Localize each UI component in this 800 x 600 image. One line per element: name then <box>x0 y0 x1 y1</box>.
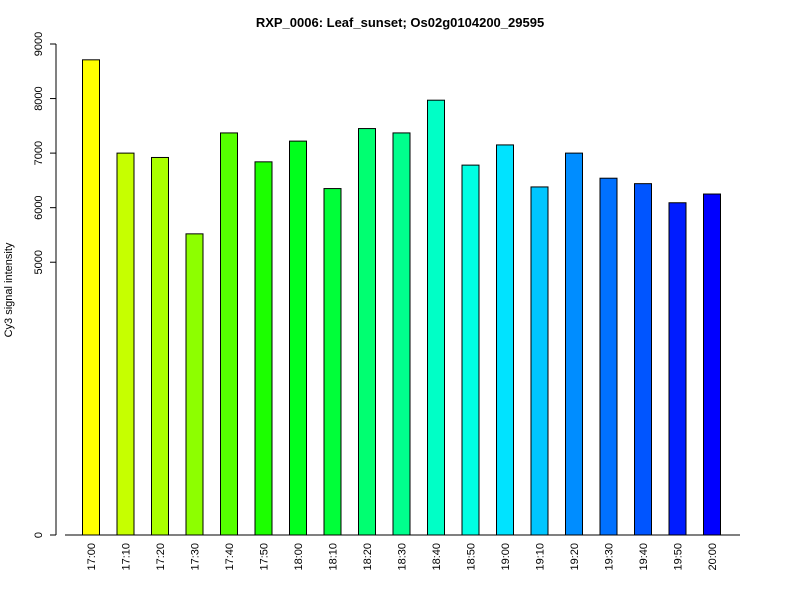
bar-1710 <box>116 152 135 536</box>
y-tick-label: 5000 <box>33 250 45 274</box>
bar-1800 <box>289 140 307 536</box>
x-tick-label: 19:00 <box>500 543 512 571</box>
bar-1830 <box>392 132 411 536</box>
x-tick-label: 17:30 <box>190 543 202 571</box>
y-tick-label: 9000 <box>33 32 45 56</box>
bar-1700 <box>82 59 100 536</box>
x-tick-label: 18:40 <box>431 543 443 571</box>
bar-1930 <box>599 177 618 536</box>
bar-1810 <box>323 188 342 536</box>
x-tick-label: 18:50 <box>466 543 478 571</box>
y-tick-label: 7000 <box>33 141 45 165</box>
bar-1840 <box>427 99 445 536</box>
bar-1950 <box>668 202 687 536</box>
bar-1820 <box>358 128 376 536</box>
bar-1850 <box>461 164 480 536</box>
y-tick-label: 0 <box>33 532 45 538</box>
x-tick-label: 19:40 <box>638 543 650 571</box>
x-tick-label: 18:10 <box>328 543 340 571</box>
x-tick-label: 20:00 <box>707 543 719 571</box>
x-tick-label: 18:20 <box>362 543 374 571</box>
x-tick-label: 17:20 <box>155 543 167 571</box>
y-axis-label: Cy3 signal intensity <box>3 242 15 337</box>
bar-2000 <box>703 193 721 536</box>
bar-1940 <box>634 183 652 536</box>
bar-1720 <box>151 156 169 536</box>
bar-1730 <box>185 233 204 536</box>
x-tick-label: 18:30 <box>397 543 409 571</box>
bar-1900 <box>496 144 514 536</box>
chart-title: RXP_0006: Leaf_sunset; Os02g0104200_2959… <box>256 15 544 30</box>
x-tick-label: 17:10 <box>121 543 133 571</box>
x-tick-label: 17:00 <box>86 543 98 571</box>
x-tick-label: 18:00 <box>293 543 305 571</box>
x-tick-label: 19:50 <box>673 543 685 571</box>
x-tick-label: 19:10 <box>535 543 547 571</box>
bar-1740 <box>220 132 238 536</box>
bar-1750 <box>254 161 273 536</box>
x-tick-label: 19:30 <box>604 543 616 571</box>
y-tick-label: 8000 <box>33 86 45 110</box>
x-tick-label: 19:20 <box>569 543 581 571</box>
y-tick-label: 6000 <box>33 195 45 219</box>
y-axis: 0 5000 6000 7000 8000 9000 <box>33 32 57 538</box>
x-axis: 17:00 17:10 17:20 17:30 17:40 17:50 18:00 18:10… <box>65 534 740 571</box>
bar-1920 <box>565 152 583 536</box>
x-tick-label: 17:40 <box>224 543 236 571</box>
bar-1910 <box>530 186 549 536</box>
x-tick-label: 17:50 <box>259 543 271 571</box>
bars <box>82 59 721 536</box>
